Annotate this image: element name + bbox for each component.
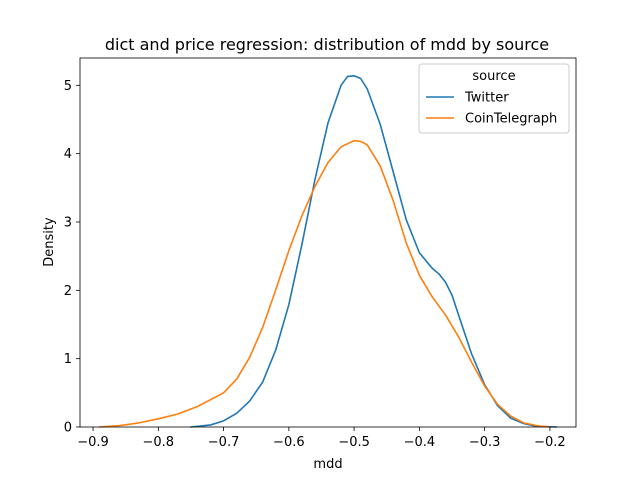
legend-label: CoinTelegraph <box>465 112 557 127</box>
y-axis-label: Density <box>42 217 57 267</box>
y-axis: 0 1 2 3 4 5 <box>64 79 80 436</box>
y-tick-label: 0 <box>64 421 72 436</box>
x-axis-label: mdd <box>313 457 342 472</box>
x-tick-label: −0.2 <box>534 435 566 450</box>
series-lines <box>98 74 558 428</box>
x-tick-label: −0.5 <box>338 435 370 450</box>
series-line-cointelegraph <box>98 139 551 428</box>
legend-label: Twitter <box>464 91 509 106</box>
legend-box <box>418 63 570 134</box>
x-tick-label: −0.3 <box>469 435 501 450</box>
legend-items: Twitter CoinTelegraph <box>426 91 557 127</box>
legend: source Twitter CoinTelegraph <box>418 63 570 134</box>
x-axis: −0.9 −0.8 −0.7 −0.6 −0.5 −0.4 −0.3 −0.2 <box>77 427 566 450</box>
x-tick-label: −0.8 <box>143 435 175 450</box>
plot-area <box>79 57 577 428</box>
x-tick-label: −0.9 <box>77 435 109 450</box>
y-tick-label: 2 <box>64 284 72 299</box>
plot-frame <box>79 57 577 428</box>
y-tick-label: 1 <box>64 352 72 367</box>
chart-title: dict and price regression: distribution … <box>105 35 549 54</box>
x-tick-label: −0.7 <box>208 435 240 450</box>
x-tick-label: −0.4 <box>404 435 436 450</box>
legend-title: source <box>472 69 515 84</box>
x-tick-label: −0.6 <box>273 435 305 450</box>
y-tick-label: 4 <box>64 147 72 162</box>
y-tick-label: 3 <box>64 216 72 231</box>
y-tick-label: 5 <box>64 79 72 94</box>
series-line-twitter <box>190 74 558 428</box>
